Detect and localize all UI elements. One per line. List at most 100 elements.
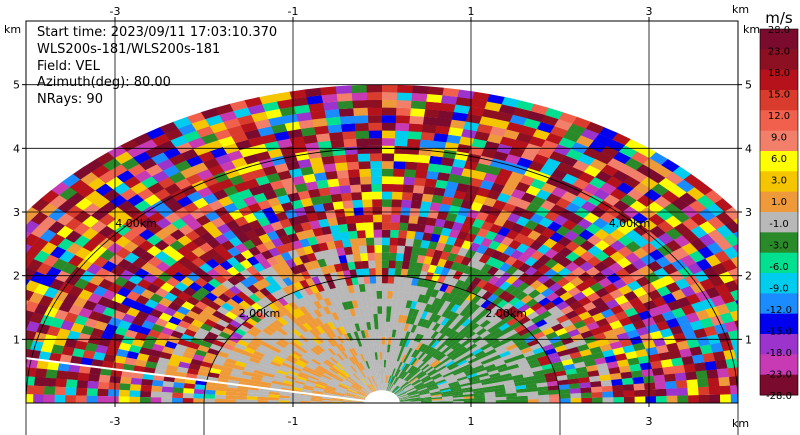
velocity-gate xyxy=(214,390,227,396)
velocity-gate xyxy=(560,155,578,167)
velocity-gate xyxy=(483,247,496,257)
velocity-gate xyxy=(428,280,438,290)
velocity-gate xyxy=(384,382,387,391)
velocity-gate xyxy=(252,262,265,273)
velocity-gate xyxy=(268,247,281,257)
velocity-gate xyxy=(742,225,760,239)
velocity-gate xyxy=(575,366,588,374)
velocity-gate xyxy=(383,374,385,383)
velocity-gate xyxy=(107,396,119,403)
velocity-gate xyxy=(536,382,548,388)
velocity-gate xyxy=(390,385,398,393)
velocity-gate xyxy=(306,320,316,330)
velocity-gate xyxy=(649,330,664,340)
velocity-gate xyxy=(524,256,538,267)
velocity-gate xyxy=(234,361,247,368)
velocity-gate xyxy=(247,202,262,214)
velocity-gate xyxy=(676,340,690,350)
velocity-gate xyxy=(327,382,338,388)
velocity-gate xyxy=(516,395,529,400)
velocity-gate xyxy=(411,246,421,255)
velocity-gate xyxy=(381,191,393,200)
velocity-gate xyxy=(137,326,152,336)
velocity-gate xyxy=(364,314,371,323)
velocity-gate xyxy=(417,326,425,335)
velocity-gate xyxy=(365,291,372,300)
velocity-gate xyxy=(622,176,641,189)
velocity-gate xyxy=(499,271,512,282)
velocity-gate xyxy=(352,373,361,381)
velocity-gate xyxy=(530,302,544,312)
velocity-gate xyxy=(92,303,107,315)
velocity-gate xyxy=(400,268,409,277)
velocity-gate xyxy=(368,376,374,384)
velocity-gate xyxy=(0,333,2,345)
velocity-gate xyxy=(476,288,488,298)
velocity-gate xyxy=(460,199,474,210)
velocity-gate xyxy=(617,234,634,247)
velocity-gate xyxy=(130,246,147,258)
velocity-gate xyxy=(405,300,413,309)
velocity-gate xyxy=(427,385,439,390)
info-start-time: Start time: 2023/09/11 17:03:10.370 xyxy=(37,25,278,40)
velocity-gate xyxy=(581,354,595,362)
velocity-gate xyxy=(415,370,425,378)
velocity-gate xyxy=(364,386,372,393)
velocity-gate xyxy=(497,252,511,263)
velocity-gate xyxy=(417,294,426,303)
velocity-gate xyxy=(318,242,329,252)
velocity-gate xyxy=(581,397,593,403)
velocity-gate xyxy=(312,388,324,393)
velocity-gate xyxy=(306,212,319,222)
velocity-gate xyxy=(452,332,463,341)
velocity-gate xyxy=(322,392,334,396)
velocity-gate xyxy=(279,392,291,397)
velocity-gate xyxy=(343,350,351,358)
velocity-gate xyxy=(97,337,112,347)
velocity-gate xyxy=(285,357,297,364)
velocity-gate xyxy=(502,246,517,257)
velocity-gate xyxy=(648,249,665,261)
velocity-gate xyxy=(560,305,574,315)
velocity-gate xyxy=(352,253,362,262)
velocity-gate xyxy=(381,138,395,146)
colorbar-swatch xyxy=(760,110,798,132)
velocity-gate xyxy=(486,325,499,334)
velocity-gate xyxy=(171,271,187,282)
velocity-gate xyxy=(419,373,429,381)
velocity-gate xyxy=(1,384,13,394)
velocity-gate xyxy=(269,322,281,331)
velocity-gate xyxy=(544,372,557,379)
velocity-gate xyxy=(219,270,234,281)
velocity-gate xyxy=(4,295,19,307)
velocity-gate xyxy=(410,100,427,110)
velocity-gate xyxy=(286,128,303,139)
velocity-gate xyxy=(727,267,738,281)
velocity-gate xyxy=(374,260,382,269)
velocity-gate xyxy=(353,401,365,403)
velocity-gate xyxy=(381,199,392,207)
velocity-gate xyxy=(406,374,415,382)
velocity-gate xyxy=(508,171,524,182)
velocity-gate xyxy=(375,367,378,376)
velocity-gate xyxy=(420,131,435,141)
velocity-gate xyxy=(360,388,370,395)
velocity-gate xyxy=(303,382,316,388)
velocity-gate xyxy=(311,395,323,399)
velocity-gate xyxy=(198,365,211,373)
velocity-gate xyxy=(30,211,49,225)
velocity-gate xyxy=(347,376,356,383)
velocity-gate xyxy=(423,109,440,118)
velocity-gate xyxy=(529,240,544,251)
velocity-gate xyxy=(685,312,700,323)
velocity-gate xyxy=(661,310,676,321)
velocity-gate xyxy=(487,351,500,359)
velocity-gate xyxy=(550,186,567,198)
velocity-gate xyxy=(636,163,655,177)
velocity-gate xyxy=(357,153,371,162)
velocity-gate xyxy=(478,254,491,264)
velocity-gate xyxy=(388,383,393,392)
velocity-gate xyxy=(517,303,531,313)
velocity-gate xyxy=(403,307,411,316)
velocity-gate xyxy=(448,382,461,388)
